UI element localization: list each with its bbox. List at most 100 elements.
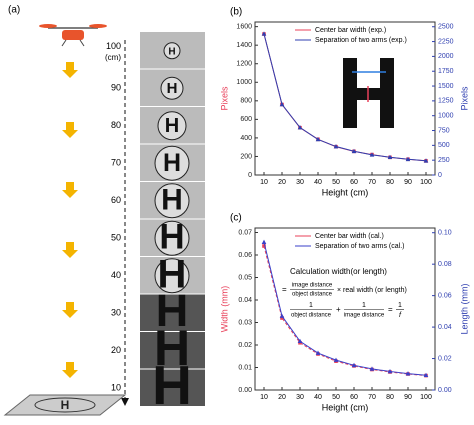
photo-circle [154,220,190,256]
marker [279,313,285,318]
y-tick-label: 0.06 [238,252,252,259]
y-tick-label: 0 [248,172,252,179]
formula-text: 1 [398,302,402,309]
formula-text: 1 [362,302,366,309]
photo-h: H [165,115,179,137]
inset-h-left [343,58,357,128]
marker [369,152,375,157]
y2-tick-label: 0 [438,172,442,179]
photo-h: H [159,218,184,257]
photo-h: H [167,80,178,97]
series-line [263,242,427,376]
x-tick-label: 20 [278,394,286,401]
y2-tick-label: 2000 [438,53,454,60]
legend-label: Separation of two arms (exp.) [315,37,407,44]
x-tick-label: 30 [296,394,304,401]
formula-text: f [399,312,402,319]
panel-label: (b) [230,7,242,18]
formula-text: image distance [292,283,333,289]
y-tick-label: 1400 [236,42,252,49]
photo-circle [157,111,187,141]
height-label: 40 [111,270,121,280]
y-tick-label: 600 [240,116,252,123]
y2-tick-label: 250 [438,157,450,164]
formula-text: = [388,305,393,314]
x-tick-label: 90 [404,394,412,401]
legend-label: Separation of two arms (cal.) [315,243,404,250]
down-arrow [62,182,78,198]
down-arrow [62,62,78,78]
marker [387,154,393,160]
x-tick-label: 50 [332,179,340,186]
y2-tick-label: 0.00 [438,387,452,394]
y-tick-label: 400 [240,135,252,142]
y2-tick-label: 0.08 [438,261,452,268]
x-tick-label: 70 [368,179,376,186]
down-arrow [62,362,78,378]
height-label: 60 [111,195,121,205]
formula-text: = [282,285,287,294]
down-arrow [62,122,78,138]
photo-h: H [154,320,190,376]
marker [423,372,429,378]
marker [262,244,266,248]
x-tick-label: 100 [420,179,432,186]
height-label: 50 [111,233,121,243]
y-axis-label: Pixels [219,86,229,111]
marker [279,101,285,107]
formula-text: × real width (or length) [337,287,407,294]
photo-circle [154,145,190,181]
x-axis-label: Height (cm) [322,187,369,197]
marker [387,368,393,374]
plot-frame [254,21,436,176]
arrows [62,62,78,378]
arrow-head [121,398,129,406]
formula-text: 1 [309,302,313,309]
series-line [263,33,427,162]
y-axis-label: Width (mm) [219,286,229,333]
formula-text: + [336,305,341,314]
y-tick-label: 0.04 [238,297,252,304]
formula-text: Calculation width(or length) [290,267,387,276]
y-tick-label: 1200 [236,61,252,68]
photo-circle [160,76,184,100]
marker [351,148,357,154]
x-tick-label: 50 [332,394,340,401]
marker [333,144,339,149]
y2-tick-label: 0.02 [438,355,452,362]
photo-h: H [168,46,175,57]
y-tick-label: 0.00 [238,387,252,394]
x-tick-label: 10 [260,394,268,401]
marker [369,366,375,371]
y-tick-label: 0.07 [238,229,252,236]
x-tick-label: 40 [314,179,322,186]
photo-tile [140,294,205,331]
formula-text: object distance [292,292,333,298]
y2-axis-label: Length (mm) [459,283,469,334]
y-tick-label: 200 [240,153,252,160]
down-arrow [62,302,78,318]
photo-circle [154,258,190,294]
y-tick-label: 0.05 [238,274,252,281]
x-tick-label: 70 [368,394,376,401]
x-tick-label: 60 [350,394,358,401]
marker [280,316,284,320]
y2-tick-label: 2250 [438,38,454,45]
x-tick-label: 20 [278,179,286,186]
photo-tile [140,332,205,369]
height-label: 80 [111,120,121,130]
photo-circle [163,42,181,60]
y-tick-label: 0.03 [238,319,252,326]
y-tick-label: 1000 [236,79,252,86]
x-tick-label: 10 [260,179,268,186]
drone [39,24,107,47]
photo-h: H [161,184,183,217]
marker [261,239,267,244]
height-label: 20 [111,345,121,355]
y2-tick-label: 0.10 [438,230,452,237]
photo-h: H [156,285,189,336]
marker [333,357,339,362]
x-tick-label: 60 [350,179,358,186]
